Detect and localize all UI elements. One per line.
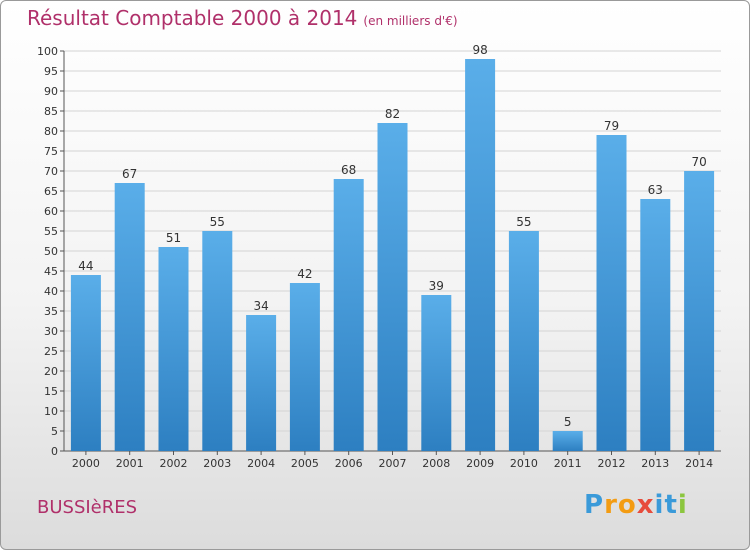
logo-letter: r	[604, 490, 618, 520]
data-label: 63	[648, 183, 663, 197]
bar	[552, 431, 583, 451]
x-tick-label: 2012	[598, 457, 626, 470]
data-label: 68	[341, 163, 356, 177]
y-tick-label: 50	[44, 245, 58, 258]
data-label: 98	[472, 43, 487, 57]
y-tick-label: 20	[44, 365, 58, 378]
data-label: 79	[604, 119, 619, 133]
chart-unit-note: (en milliers d'€)	[363, 14, 458, 28]
y-tick-label: 45	[44, 265, 58, 278]
data-label: 67	[122, 167, 137, 181]
logo-letter: x	[636, 490, 655, 520]
y-tick-label: 95	[44, 65, 58, 78]
commune-name: BUSSIèRES	[37, 497, 138, 518]
x-tick-label: 2002	[160, 457, 188, 470]
x-tick-label: 2004	[247, 457, 275, 470]
y-tick-label: 85	[44, 105, 58, 118]
bar	[246, 315, 277, 451]
data-label: 34	[253, 299, 268, 313]
bar	[596, 135, 627, 451]
data-label: 39	[429, 279, 444, 293]
logo-letter: o	[617, 490, 637, 520]
x-tick-label: 2009	[466, 457, 494, 470]
chart-title: Résultat Comptable 2000 à 2014 (en millie…	[27, 6, 458, 30]
bar	[158, 247, 189, 451]
y-tick-label: 60	[44, 205, 58, 218]
y-tick-label: 90	[44, 85, 58, 98]
proxiti-logo[interactable]: Proxiti	[584, 490, 688, 520]
x-tick-label: 2014	[685, 457, 713, 470]
y-tick-label: 10	[44, 405, 58, 418]
y-tick-label: 70	[44, 165, 58, 178]
x-tick-label: 2010	[510, 457, 538, 470]
x-tick-label: 2011	[554, 457, 582, 470]
bar	[114, 183, 145, 451]
axes: 0 5 10 15 20 25 30 35 40 45 50 55 60 65 70 75 80 85 90 95 10…	[37, 45, 721, 470]
bar	[202, 231, 233, 451]
data-label: 82	[385, 107, 400, 121]
y-tick-label: 5	[51, 425, 58, 438]
bar	[377, 123, 408, 451]
x-tick-label: 2001	[116, 457, 144, 470]
y-tick-label: 55	[44, 225, 58, 238]
logo-letter: P	[584, 490, 605, 520]
y-tick-label: 35	[44, 305, 58, 318]
x-tick-label: 2013	[641, 457, 669, 470]
bar	[70, 275, 101, 451]
data-label: 5	[564, 415, 572, 429]
y-tick-label: 75	[44, 145, 58, 158]
y-tick-label: 15	[44, 385, 58, 398]
x-tick-label: 2000	[72, 457, 100, 470]
chart-title-text: Résultat Comptable 2000 à 2014	[27, 6, 358, 30]
y-tick-label: 40	[44, 285, 58, 298]
x-tick-label: 2003	[203, 457, 231, 470]
x-tick-label: 2006	[335, 457, 363, 470]
y-tick-label: 0	[51, 445, 58, 458]
logo-letter: i	[677, 490, 688, 520]
data-label: 55	[516, 215, 531, 229]
x-tick-label: 2007	[379, 457, 407, 470]
bar	[640, 199, 671, 451]
y-tick-label: 65	[44, 185, 58, 198]
data-label: 70	[691, 155, 706, 169]
bar	[421, 295, 452, 451]
x-tick-label: 2008	[422, 457, 450, 470]
bar	[289, 283, 320, 451]
bars	[70, 59, 715, 451]
logo-letter: i	[654, 490, 665, 520]
y-tick-label: 30	[44, 325, 58, 338]
data-label: 55	[210, 215, 225, 229]
y-tick-label: 80	[44, 125, 58, 138]
y-tick-label: 100	[37, 45, 58, 58]
data-label: 51	[166, 231, 181, 245]
bar	[684, 171, 715, 451]
bar	[508, 231, 539, 451]
x-tick-label: 2005	[291, 457, 319, 470]
y-tick-label: 25	[44, 345, 58, 358]
data-label: 44	[78, 259, 93, 273]
data-label: 42	[297, 267, 312, 281]
logo-letter: t	[664, 490, 678, 520]
bar	[465, 59, 496, 451]
bar	[333, 179, 364, 451]
